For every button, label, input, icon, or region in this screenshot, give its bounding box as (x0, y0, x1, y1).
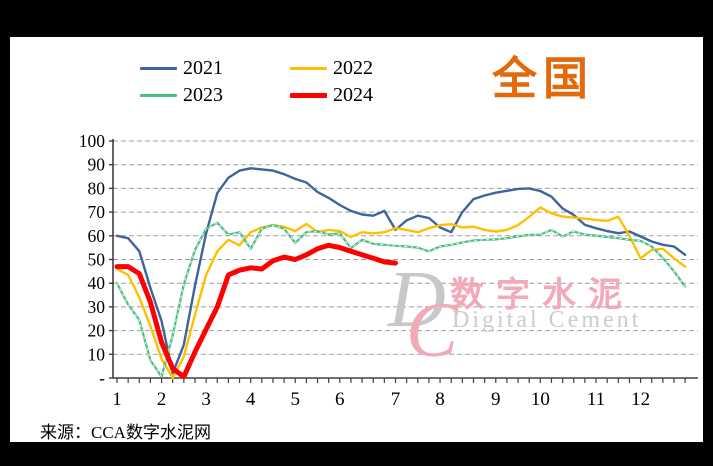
svg-text:90: 90 (88, 155, 106, 175)
legend-swatch-2022 (290, 66, 327, 70)
chart-panel: -10 20 30 40 50 60 70 80 90 100 1 2 3 4 5 6 7 8 9 10 11 12 20… (10, 37, 703, 442)
svg-text:7: 7 (391, 389, 401, 410)
legend-swatch-2021 (140, 66, 177, 70)
legend-label-2021: 2021 (183, 57, 223, 79)
svg-text:70: 70 (88, 202, 106, 222)
svg-text:60: 60 (88, 226, 106, 246)
svg-text:10: 10 (531, 389, 550, 410)
svg-text:9: 9 (491, 389, 501, 410)
svg-text:11: 11 (587, 389, 605, 410)
chart-legend: 2021 2022 2023 2024 (140, 57, 450, 106)
svg-text:5: 5 (290, 389, 300, 410)
svg-text:100: 100 (79, 131, 106, 151)
svg-text:-: - (99, 368, 105, 388)
svg-text:4: 4 (246, 389, 256, 410)
source-text: 来源：CCA数字水泥网 (40, 423, 211, 442)
svg-text:40: 40 (88, 273, 106, 293)
svg-text:10: 10 (88, 344, 106, 364)
region-title: 全国 (492, 54, 595, 104)
legend-swatch-2023 (140, 93, 177, 97)
legend-item-2022: 2022 (290, 57, 450, 79)
legend-swatch-2024 (290, 92, 327, 98)
svg-text:12: 12 (631, 389, 650, 410)
svg-text:1: 1 (112, 389, 122, 410)
legend-label-2023: 2023 (183, 84, 223, 106)
legend-item-2021: 2021 (140, 57, 290, 79)
svg-text:30: 30 (88, 297, 106, 317)
legend-label-2022: 2022 (333, 57, 373, 79)
svg-text:3: 3 (201, 389, 211, 410)
svg-text:50: 50 (88, 250, 106, 270)
svg-text:8: 8 (435, 389, 445, 410)
svg-text:80: 80 (88, 178, 106, 198)
svg-text:6: 6 (335, 389, 345, 410)
legend-item-2024: 2024 (290, 84, 450, 106)
svg-text:20: 20 (88, 321, 106, 341)
legend-item-2023: 2023 (140, 84, 290, 106)
svg-text:2: 2 (157, 389, 167, 410)
legend-label-2024: 2024 (333, 84, 373, 106)
